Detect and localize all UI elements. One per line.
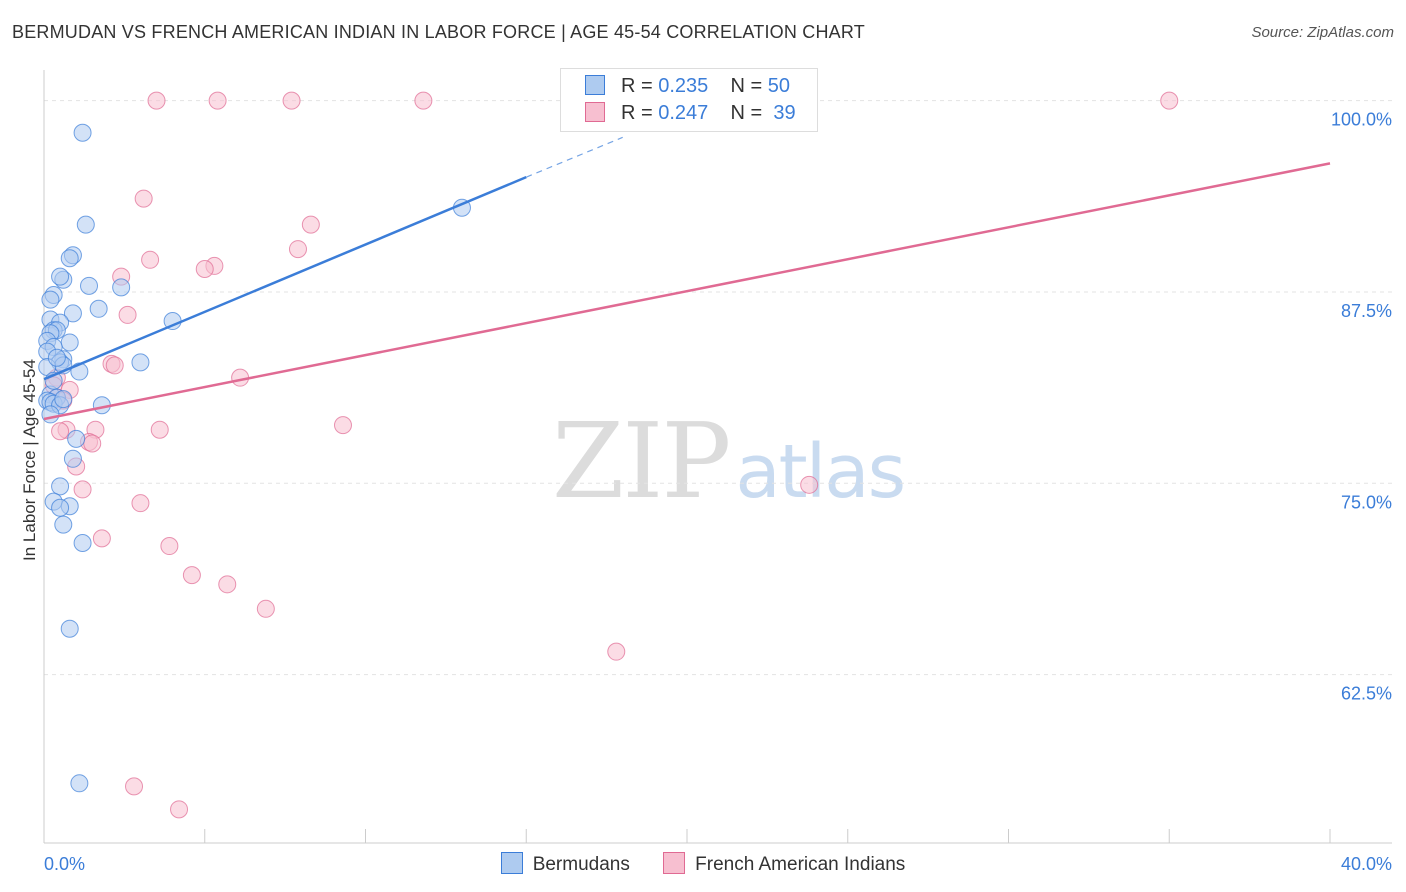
legend-swatch-bermudans xyxy=(585,75,605,95)
point-french-american-indians xyxy=(195,259,214,278)
legend-swatch-french-american-indians xyxy=(585,102,605,122)
legend-row-french-american-indians: R = 0.247 N = 39 xyxy=(585,102,796,126)
point-french-american-indians xyxy=(118,305,137,324)
legend-n-value-french-american-indians: 39 xyxy=(773,102,796,124)
watermark-zip: ZIP xyxy=(552,400,731,522)
point-french-american-indians xyxy=(607,642,626,661)
point-bermudans xyxy=(60,333,79,352)
legend-r-value-french-american-indians: 0.247 xyxy=(658,102,709,124)
point-bermudans xyxy=(51,477,70,496)
point-french-american-indians xyxy=(125,777,144,796)
x-tick-label: 40.0% xyxy=(1341,854,1392,874)
series-legend: Bermudans French American Indians xyxy=(0,852,1406,876)
point-french-american-indians xyxy=(301,215,320,234)
trend-line-bermudans xyxy=(43,175,527,381)
series-swatch-bermudans xyxy=(500,852,523,874)
point-french-american-indians xyxy=(1160,91,1179,110)
y-tick-label: 100.0% xyxy=(1331,110,1392,130)
point-bermudans xyxy=(67,429,86,448)
point-french-american-indians xyxy=(141,250,160,269)
legend-r-label: R = xyxy=(621,102,653,124)
legend-r-label: R = xyxy=(621,75,653,97)
point-french-american-indians xyxy=(288,240,307,259)
point-french-american-indians xyxy=(147,91,166,110)
trend-line-extension-bermudans xyxy=(526,136,623,178)
point-bermudans xyxy=(51,498,70,517)
legend-n-value-bermudans: 50 xyxy=(767,75,791,97)
point-bermudans xyxy=(54,515,73,534)
point-french-american-indians xyxy=(282,91,301,110)
y-tick-label: 62.5% xyxy=(1341,684,1392,704)
series-label-french-american-indians: French American Indians xyxy=(695,854,906,875)
point-french-american-indians xyxy=(73,480,92,499)
correlation-legend: R = 0.235 N = 50 R = 0.247 N = 39 xyxy=(560,68,818,132)
point-bermudans xyxy=(47,348,66,367)
legend-n-label: N = xyxy=(730,75,763,97)
point-french-american-indians xyxy=(105,356,124,375)
point-french-american-indians xyxy=(800,475,819,494)
series-swatch-french-american-indians xyxy=(663,852,686,874)
point-bermudans xyxy=(51,267,70,286)
series-label-bermudans: Bermudans xyxy=(532,854,630,875)
point-bermudans xyxy=(73,533,92,552)
point-french-american-indians xyxy=(333,416,352,435)
point-french-american-indians xyxy=(182,566,201,585)
point-bermudans xyxy=(70,774,89,793)
x-tick-label: 0.0% xyxy=(44,854,85,874)
legend-n-label: N = xyxy=(730,102,763,124)
source-label: Source: ZipAtlas.com xyxy=(1251,24,1394,41)
point-french-american-indians xyxy=(150,420,169,439)
point-french-american-indians xyxy=(218,575,237,594)
point-french-american-indians xyxy=(170,800,189,819)
trend-line-french-american-indians xyxy=(43,162,1331,421)
y-tick-label: 87.5% xyxy=(1341,301,1392,321)
point-bermudans xyxy=(41,290,60,309)
point-bermudans xyxy=(112,278,131,297)
point-bermudans xyxy=(89,299,108,318)
point-bermudans xyxy=(41,405,60,424)
series-legend-french-american-indians: French American Indians xyxy=(663,852,905,876)
point-bermudans xyxy=(63,449,82,468)
point-french-american-indians xyxy=(83,434,102,453)
chart-title: BERMUDAN VS FRENCH AMERICAN INDIAN IN LA… xyxy=(12,22,865,42)
watermark: ZIPatlas xyxy=(552,400,906,522)
point-bermudans xyxy=(80,276,99,295)
point-bermudans xyxy=(76,215,95,234)
point-french-american-indians xyxy=(414,91,433,110)
point-french-american-indians xyxy=(92,529,111,548)
point-french-american-indians xyxy=(208,91,227,110)
watermark-atlas: atlas xyxy=(735,429,906,515)
legend-r-value-bermudans: 0.235 xyxy=(658,75,709,97)
legend-row-bermudans: R = 0.235 N = 50 xyxy=(585,75,790,99)
point-french-american-indians xyxy=(131,494,150,513)
point-bermudans xyxy=(60,619,79,638)
point-bermudans xyxy=(60,249,79,268)
point-bermudans xyxy=(63,304,82,323)
point-bermudans xyxy=(73,123,92,142)
point-french-american-indians xyxy=(256,599,275,618)
point-french-american-indians xyxy=(51,422,70,441)
point-french-american-indians xyxy=(134,189,153,208)
series-legend-bermudans: Bermudans xyxy=(500,852,630,876)
point-french-american-indians xyxy=(160,537,179,556)
point-bermudans xyxy=(131,353,150,372)
y-tick-label: 75.0% xyxy=(1341,492,1392,512)
point-bermudans xyxy=(54,390,73,409)
